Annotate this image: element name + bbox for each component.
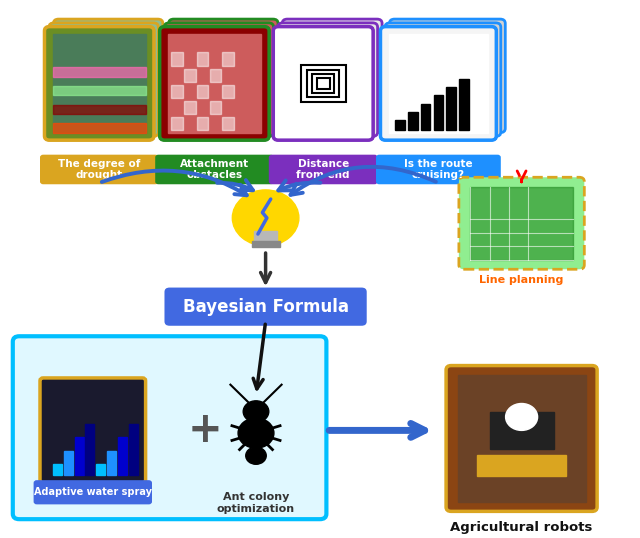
Bar bbox=[172, 85, 183, 98]
Bar bbox=[53, 86, 146, 96]
Text: Agricultural robots: Agricultural robots bbox=[451, 521, 593, 534]
Bar bbox=[86, 424, 95, 475]
FancyBboxPatch shape bbox=[40, 155, 159, 184]
Bar bbox=[118, 437, 127, 475]
Bar bbox=[53, 67, 146, 77]
Bar bbox=[408, 112, 418, 131]
Bar bbox=[223, 53, 234, 66]
Circle shape bbox=[243, 401, 269, 422]
FancyBboxPatch shape bbox=[40, 378, 146, 483]
Text: Adaptive water spray: Adaptive water spray bbox=[34, 487, 152, 497]
Bar bbox=[210, 69, 221, 82]
FancyBboxPatch shape bbox=[54, 19, 163, 133]
FancyBboxPatch shape bbox=[459, 178, 584, 270]
FancyBboxPatch shape bbox=[45, 27, 154, 140]
Circle shape bbox=[246, 447, 266, 464]
Text: Ant colony
optimization: Ant colony optimization bbox=[217, 492, 295, 514]
FancyBboxPatch shape bbox=[385, 23, 500, 137]
Circle shape bbox=[506, 404, 538, 430]
Bar bbox=[458, 376, 586, 501]
Circle shape bbox=[232, 190, 299, 246]
Bar bbox=[389, 33, 488, 133]
FancyBboxPatch shape bbox=[45, 27, 154, 140]
Bar bbox=[460, 80, 469, 131]
FancyBboxPatch shape bbox=[160, 27, 269, 140]
Bar bbox=[172, 117, 183, 131]
Bar bbox=[197, 117, 209, 131]
FancyBboxPatch shape bbox=[49, 23, 159, 137]
Bar bbox=[52, 464, 61, 475]
FancyBboxPatch shape bbox=[380, 27, 497, 140]
Bar bbox=[197, 53, 209, 66]
Bar bbox=[53, 33, 146, 133]
Bar bbox=[470, 187, 573, 260]
Bar bbox=[184, 101, 196, 115]
Bar bbox=[63, 451, 72, 475]
Bar bbox=[317, 78, 330, 89]
Text: Is the route
cruising?: Is the route cruising? bbox=[404, 159, 473, 180]
Text: Bayesian Formula: Bayesian Formula bbox=[182, 298, 349, 316]
Bar bbox=[421, 103, 431, 131]
Bar bbox=[307, 70, 339, 97]
Bar bbox=[74, 437, 84, 475]
FancyBboxPatch shape bbox=[282, 19, 382, 133]
FancyBboxPatch shape bbox=[376, 155, 500, 184]
FancyBboxPatch shape bbox=[164, 23, 274, 137]
FancyBboxPatch shape bbox=[160, 27, 269, 140]
FancyBboxPatch shape bbox=[164, 287, 367, 326]
Bar bbox=[254, 231, 277, 243]
Bar bbox=[197, 85, 209, 98]
Text: The degree of
drought: The degree of drought bbox=[58, 159, 140, 180]
FancyBboxPatch shape bbox=[278, 23, 378, 137]
FancyBboxPatch shape bbox=[273, 27, 373, 140]
Bar bbox=[107, 451, 116, 475]
Bar bbox=[301, 65, 346, 102]
Bar bbox=[477, 455, 566, 476]
Bar bbox=[282, 33, 365, 133]
FancyBboxPatch shape bbox=[169, 19, 278, 133]
FancyBboxPatch shape bbox=[34, 480, 152, 505]
Bar bbox=[210, 101, 221, 115]
FancyBboxPatch shape bbox=[44, 374, 150, 479]
Bar bbox=[53, 124, 146, 133]
FancyBboxPatch shape bbox=[390, 19, 506, 133]
Text: Line planning: Line planning bbox=[479, 275, 564, 285]
Bar bbox=[396, 120, 405, 131]
Bar bbox=[252, 241, 280, 247]
Bar bbox=[490, 412, 554, 449]
Text: +: + bbox=[188, 409, 222, 451]
Text: Distance
from end: Distance from end bbox=[296, 159, 350, 180]
Bar bbox=[223, 117, 234, 131]
FancyBboxPatch shape bbox=[40, 378, 146, 483]
FancyBboxPatch shape bbox=[446, 366, 597, 511]
FancyBboxPatch shape bbox=[273, 27, 373, 140]
Circle shape bbox=[238, 418, 274, 448]
Bar bbox=[129, 424, 138, 475]
Bar bbox=[53, 104, 146, 115]
Bar bbox=[96, 464, 105, 475]
FancyBboxPatch shape bbox=[380, 27, 497, 140]
Text: Attachment
obstacles: Attachment obstacles bbox=[180, 159, 249, 180]
Bar bbox=[172, 53, 183, 66]
Bar bbox=[184, 69, 196, 82]
Bar bbox=[312, 74, 334, 93]
Bar bbox=[168, 33, 261, 133]
Bar bbox=[434, 96, 444, 131]
FancyBboxPatch shape bbox=[156, 155, 274, 184]
Bar bbox=[223, 85, 234, 98]
FancyBboxPatch shape bbox=[49, 371, 155, 476]
FancyBboxPatch shape bbox=[13, 336, 326, 519]
FancyBboxPatch shape bbox=[269, 155, 378, 184]
Bar bbox=[447, 88, 456, 131]
